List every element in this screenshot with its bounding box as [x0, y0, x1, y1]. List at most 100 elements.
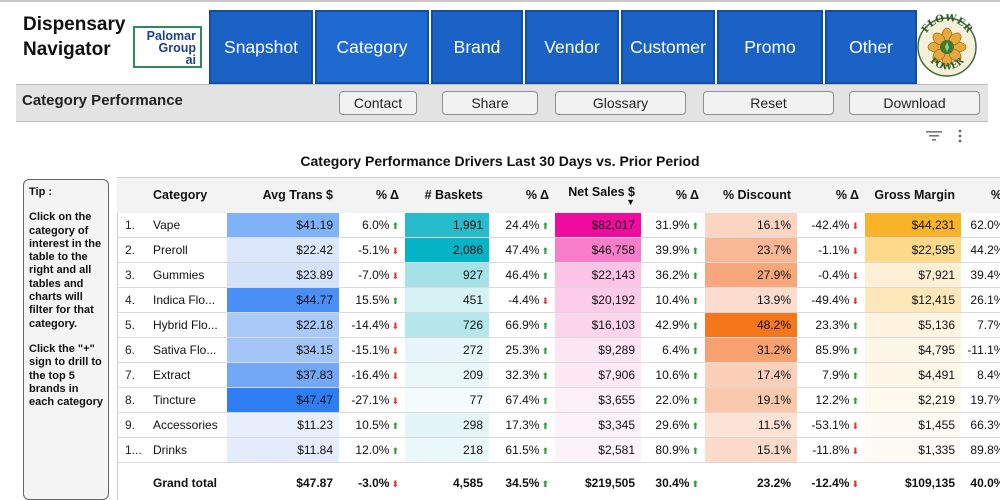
- arrow-up-icon: ⬆: [691, 346, 699, 356]
- row-index: 8.: [117, 387, 147, 413]
- table-row[interactable]: 9. Accessories $11.23 10.5% ⬆ 298 17.3% ⬆ $3,345…: [117, 412, 1000, 438]
- avg-trans-cell: $47.47: [227, 387, 339, 413]
- arrow-down-icon: ⬇: [851, 446, 859, 456]
- net-sales-delta-cell: 29.6% ⬆: [641, 412, 705, 438]
- header-baskets[interactable]: # Baskets: [405, 177, 489, 213]
- gross-margin-cell: $7,921: [865, 262, 961, 288]
- table-row[interactable]: 6. Sativa Flo... $34.15 -15.1% ⬇ 272 25.3% ⬆ $9,…: [117, 337, 1000, 363]
- net-sales-cell: $3,655: [555, 387, 641, 413]
- tab-vendor[interactable]: Vendor: [525, 10, 619, 84]
- discount-cell: 27.9%: [705, 262, 797, 288]
- net-sales-delta-cell: 22.0% ⬆: [641, 387, 705, 413]
- tab-other[interactable]: Other: [825, 10, 917, 84]
- net-sales-cell: $7,906: [555, 362, 641, 388]
- delta-value: 6.4%: [662, 343, 690, 357]
- tip-heading: Tip :: [29, 186, 53, 198]
- reset-button[interactable]: Reset: [703, 91, 834, 115]
- share-button[interactable]: Share: [442, 91, 538, 115]
- net-sales-delta-cell: 42.9% ⬆: [641, 312, 705, 338]
- table-row[interactable]: 3. Gummies $23.89 -7.0% ⬇ 927 46.4% ⬆ $22,143 36.…: [117, 262, 1000, 288]
- more-vert-icon[interactable]: [955, 129, 965, 143]
- baskets-cell: 1,991: [405, 212, 489, 238]
- gross-margin-cell: $5,136: [865, 312, 961, 338]
- gross-margin-delta-cell: 19.7%⬆: [961, 387, 1000, 413]
- category-cell: Tincture: [147, 387, 227, 413]
- header-category[interactable]: Category: [147, 177, 227, 213]
- tab-category[interactable]: Category: [315, 10, 429, 84]
- delta-value: 23.3%: [815, 318, 850, 332]
- contact-button[interactable]: Contact: [339, 91, 417, 115]
- table-row[interactable]: 5. Hybrid Flo... $22.18 -14.4% ⬇ 726 66.9% ⬆ $16…: [117, 312, 1000, 338]
- tip-text-filter: Click on the category of interest in the…: [29, 211, 102, 330]
- arrow-up-icon: ⬆: [541, 446, 549, 456]
- header-net-sales-delta[interactable]: % Δ: [641, 177, 705, 213]
- table-row[interactable]: 2. Preroll $22.42 -5.1% ⬇ 2,086 47.4% ⬆ $46,758 3…: [117, 237, 1000, 263]
- arrow-down-icon: ⬇: [851, 220, 859, 231]
- net-sales-delta-cell: 10.4% ⬆: [641, 287, 705, 313]
- delta-value: -0.4%: [818, 268, 850, 282]
- delta-value: -1.1%: [818, 243, 850, 257]
- table-row[interactable]: 8. Tincture $47.47 -27.1% ⬇ 77 67.4% ⬆ $3,655 22.…: [117, 387, 1000, 413]
- header-discount-delta[interactable]: % Δ: [797, 177, 865, 213]
- avg-trans-cell: $22.18: [227, 312, 339, 338]
- discount-cell: 11.5%: [705, 412, 797, 438]
- category-cell: Accessories: [147, 412, 227, 438]
- total-avg-trans-cell: $47.87: [227, 462, 339, 500]
- header-avg-trans-delta[interactable]: % Δ: [339, 177, 405, 213]
- arrow-down-icon: ⬇: [391, 271, 399, 281]
- discount-delta-cell: 12.2% ⬆: [797, 387, 865, 413]
- delta-value: -14.4%: [351, 318, 390, 332]
- grand-total-label: Grand total: [147, 462, 227, 500]
- delta-value: 7.7%: [977, 318, 1000, 332]
- gross-margin-delta-cell: 8.4%⬆: [961, 362, 1000, 388]
- glossary-button[interactable]: Glossary: [555, 91, 686, 115]
- tab-customer[interactable]: Customer: [621, 10, 715, 84]
- table-header-row: Category Avg Trans $ % Δ # Baskets % Δ N…: [117, 177, 1000, 213]
- header-baskets-delta[interactable]: % Δ: [489, 177, 555, 213]
- net-sales-cell: $16,103: [555, 312, 641, 338]
- filter-icon[interactable]: [926, 130, 942, 142]
- delta-value: 61.5%: [505, 443, 540, 457]
- header-gross-margin-delta[interactable]: % Δ: [961, 177, 1000, 213]
- gross-margin-cell: $4,795: [865, 337, 961, 363]
- baskets-cell: 218: [405, 437, 489, 463]
- delta-value: 47.4%: [505, 243, 540, 257]
- tab-promo[interactable]: Promo: [717, 10, 823, 84]
- arrow-up-icon: ⬆: [541, 478, 549, 489]
- table-row[interactable]: 7. Extract $37.83 -16.4% ⬇ 209 32.3% ⬆ $7,906 10.…: [117, 362, 1000, 388]
- arrow-down-icon: ⬇: [391, 478, 399, 489]
- delta-value: 40.0%: [970, 475, 1000, 490]
- net-sales-cell: $82,017: [555, 212, 641, 238]
- discount-cell: 23.7%: [705, 237, 797, 263]
- arrow-up-icon: ⬆: [541, 321, 549, 331]
- subbar: Category Performance Contact Share Gloss…: [16, 84, 988, 122]
- header-avg-trans[interactable]: Avg Trans $: [227, 177, 339, 213]
- header-gross-margin[interactable]: Gross Margin: [865, 177, 961, 213]
- arrow-down-icon: ⬇: [851, 246, 859, 256]
- avg-trans-delta-cell: 15.5% ⬆: [339, 287, 405, 313]
- tab-brand[interactable]: Brand: [431, 10, 523, 84]
- table-row[interactable]: 1... Drinks $11.84 12.0% ⬆ 218 61.5% ⬆ $2,581 80.…: [117, 437, 1000, 463]
- flower-power-logo: FLOWER POWER: [917, 14, 977, 77]
- baskets-delta-cell: 24.4% ⬆: [489, 212, 555, 238]
- avg-trans-delta-cell: -14.4% ⬇: [339, 312, 405, 338]
- gross-margin-delta-cell: 89.8%⬆: [961, 437, 1000, 463]
- table-row[interactable]: 1. Vape $41.19 6.0% ⬆ 1,991 24.4% ⬆ $82,017 31.9%…: [117, 212, 1000, 238]
- header-discount[interactable]: % Discount: [705, 177, 797, 213]
- arrow-up-icon: ⬆: [691, 446, 699, 456]
- download-button[interactable]: Download: [849, 91, 980, 115]
- arrow-up-icon: ⬆: [691, 296, 699, 306]
- arrow-down-icon: ⬇: [851, 478, 859, 489]
- category-cell: Preroll: [147, 237, 227, 263]
- arrow-up-icon: ⬆: [851, 371, 859, 381]
- arrow-down-icon: ⬇: [391, 396, 399, 406]
- discount-delta-cell: 85.9% ⬆: [797, 337, 865, 363]
- tab-snapshot[interactable]: Snapshot: [209, 10, 313, 84]
- table-row[interactable]: 4. Indica Flo... $44.77 15.5% ⬆ 451 -4.4% ⬇ $20,…: [117, 287, 1000, 313]
- total-baskets-delta-cell: 34.5% ⬆: [489, 462, 555, 500]
- net-sales-cell: $20,192: [555, 287, 641, 313]
- delta-value: 30.4%: [655, 475, 690, 490]
- delta-value: 66.9%: [505, 318, 540, 332]
- header-net-sales[interactable]: Net Sales $ ▼: [555, 177, 641, 213]
- baskets-cell: 927: [405, 262, 489, 288]
